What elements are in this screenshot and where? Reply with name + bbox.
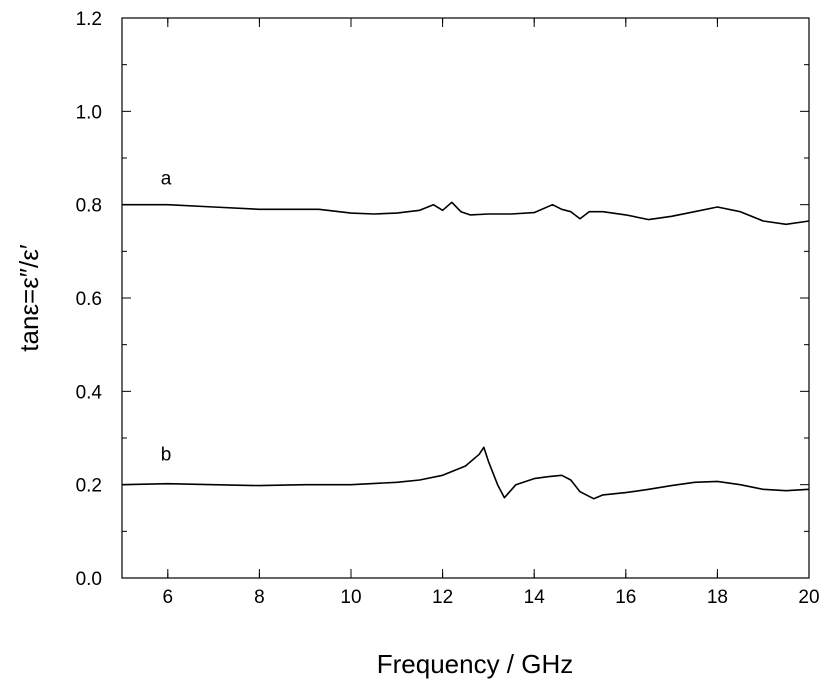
- axis-ticks: [122, 17, 810, 579]
- y-tick-label: 1.0: [76, 102, 102, 123]
- series-label-b: b: [161, 445, 172, 466]
- x-axis-label: Frequency / GHz: [377, 649, 574, 679]
- x-tick-label: 6: [163, 587, 174, 608]
- y-tick-label: 1.2: [76, 9, 102, 30]
- series-labels: ab: [161, 169, 172, 466]
- x-tick-label: 10: [340, 587, 361, 608]
- x-tick-label: 14: [524, 587, 546, 608]
- y-tick-label: 0.8: [76, 196, 102, 217]
- y-tick-label: 0.4: [76, 382, 103, 403]
- axis-tick-labels: 6 8 10 12 14 16 18 20 0.0 0.2 0.4 0.6 0.8 1.0 1.2: [76, 9, 820, 608]
- y-axis-label: tanε=ε″/ε′: [14, 244, 44, 352]
- x-tick-label: 8: [254, 587, 265, 608]
- series-line-b: [121, 446, 810, 500]
- series-lines: [121, 201, 810, 500]
- x-tick-label: 16: [615, 587, 636, 608]
- x-tick-label: 12: [432, 587, 453, 608]
- y-tick-label: 0.6: [76, 289, 102, 310]
- plot-frame: [121, 17, 810, 579]
- x-tick-label: 18: [707, 587, 728, 608]
- series-line-a: [122, 201, 810, 226]
- y-tick-label: 0.0: [76, 569, 102, 590]
- y-tick-label: 0.2: [76, 476, 102, 497]
- series-label-a: a: [161, 169, 172, 190]
- x-tick-label: 20: [798, 587, 819, 608]
